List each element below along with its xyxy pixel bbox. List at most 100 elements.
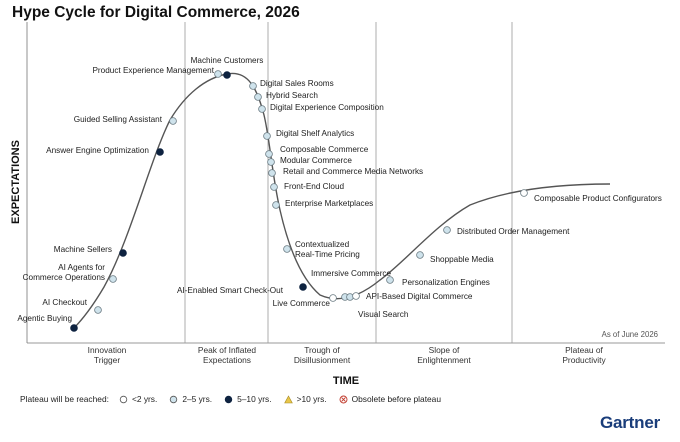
tech-product-experience-management[interactable]: Product Experience Management bbox=[92, 66, 222, 78]
tech-agentic-buying[interactable]: Agentic Buying bbox=[17, 314, 78, 332]
dark-circle-icon bbox=[224, 395, 233, 403]
tech-label: Front-End Cloud bbox=[284, 182, 345, 191]
legend-item-5-to-10: 5–10 yrs. bbox=[224, 394, 272, 404]
tech-label: Contextualized Real-Time Pricing bbox=[295, 240, 360, 259]
tech-label: Visual Search bbox=[358, 310, 409, 319]
tech-hybrid-search[interactable]: Hybrid Search bbox=[254, 91, 319, 101]
tech-enterprise-marketplaces[interactable]: Enterprise Marketplaces bbox=[272, 199, 374, 209]
tech-marker[interactable] bbox=[299, 283, 307, 291]
tech-digital-sales-rooms[interactable]: Digital Sales Rooms bbox=[249, 79, 334, 90]
tech-marker[interactable] bbox=[94, 306, 102, 314]
tech-label: AI Checkout bbox=[42, 298, 87, 307]
tech-ai-agents-for-commerce-operations[interactable]: AI Agents for Commerce Operations bbox=[23, 263, 117, 283]
tech-label: AI Agents for Commerce Operations bbox=[23, 263, 106, 282]
tech-label: Composable Product Configurators bbox=[534, 194, 662, 203]
light-circle-icon bbox=[170, 395, 178, 403]
tech-label: Enterprise Marketplaces bbox=[285, 199, 373, 208]
tech-marker[interactable] bbox=[443, 226, 451, 234]
legend-label: Obsolete before plateau bbox=[351, 394, 441, 404]
tech-label: Digital Experience Composition bbox=[270, 103, 384, 112]
tech-contextualized-real-time-pricing[interactable]: Contextualized Real-Time Pricing bbox=[283, 240, 361, 259]
tech-label: Modular Commerce bbox=[280, 156, 352, 165]
x-axis-title: TIME bbox=[333, 375, 359, 387]
tech-marker[interactable] bbox=[223, 71, 231, 79]
tech-marker[interactable] bbox=[386, 276, 394, 284]
tech-marker[interactable] bbox=[272, 201, 280, 209]
tech-label: Immersive Commerce bbox=[311, 269, 392, 278]
phase-label-trough-of-disillusionment: Trough of Disillusionment bbox=[294, 345, 351, 365]
tech-label: AI-Enabled Smart Check-Out bbox=[177, 286, 284, 295]
tech-ai-enabled-smart-check-out[interactable]: AI-Enabled Smart Check-Out bbox=[177, 283, 307, 295]
tech-answer-engine-optimization[interactable]: Answer Engine Optimization bbox=[46, 146, 164, 156]
legend-heading: Plateau will be reached: bbox=[20, 394, 109, 404]
tech-marker[interactable] bbox=[109, 275, 117, 283]
tech-digital-shelf-analytics[interactable]: Digital Shelf Analytics bbox=[263, 129, 355, 140]
tech-marker[interactable] bbox=[416, 251, 424, 259]
tech-marker[interactable] bbox=[254, 93, 262, 101]
tech-ai-checkout[interactable]: AI Checkout bbox=[42, 298, 102, 314]
legend-label: 2–5 yrs. bbox=[182, 394, 213, 404]
tech-label: Hybrid Search bbox=[266, 91, 318, 100]
tech-marker[interactable] bbox=[119, 249, 127, 257]
tech-digital-experience-composition[interactable]: Digital Experience Composition bbox=[258, 103, 385, 113]
tech-label: Digital Sales Rooms bbox=[260, 79, 334, 88]
tech-marker[interactable] bbox=[258, 105, 266, 113]
tech-marker[interactable] bbox=[169, 117, 177, 125]
tech-personalization-engines[interactable]: Personalization Engines bbox=[386, 276, 490, 287]
tech-label: Live Commerce bbox=[273, 299, 331, 308]
crossed-circle-icon bbox=[339, 395, 348, 403]
tech-composable-commerce[interactable]: Composable Commerce bbox=[265, 145, 369, 158]
tech-label: Answer Engine Optimization bbox=[46, 146, 149, 155]
page-title: Hype Cycle for Digital Commerce, 2026 bbox=[12, 4, 300, 21]
tech-marker[interactable] bbox=[156, 148, 164, 156]
tech-label: Digital Shelf Analytics bbox=[276, 129, 354, 138]
tech-marker[interactable] bbox=[265, 150, 273, 158]
tech-machine-sellers[interactable]: Machine Sellers bbox=[54, 245, 127, 257]
phase-labels: Innovation Trigger Peak of Inflated Expecta… bbox=[88, 345, 607, 365]
tech-modular-commerce[interactable]: Modular Commerce bbox=[267, 156, 353, 166]
gartner-logo: Gartner bbox=[599, 413, 660, 432]
tech-marker[interactable] bbox=[214, 70, 222, 78]
tech-guided-selling-assistant[interactable]: Guided Selling Assistant bbox=[74, 115, 177, 125]
tech-marker[interactable] bbox=[249, 82, 257, 90]
tech-shoppable-media[interactable]: Shoppable Media bbox=[416, 251, 495, 264]
phase-label-peak-of-inflated-expectations: Peak of Inflated Expectations bbox=[198, 345, 257, 365]
legend-item-2-to-5: 2–5 yrs. bbox=[169, 394, 212, 404]
legend-label: 5–10 yrs. bbox=[237, 394, 272, 404]
tech-marker[interactable] bbox=[352, 292, 360, 300]
tech-composable-product-configurators[interactable]: Composable Product Configurators bbox=[520, 189, 662, 203]
tech-marker[interactable] bbox=[329, 294, 337, 302]
tech-label: Composable Commerce bbox=[280, 145, 369, 154]
tech-marker[interactable] bbox=[520, 189, 528, 197]
legend: Plateau will be reached: <2 yrs. 2–5 yrs… bbox=[20, 392, 453, 406]
phase-label-slope-of-enlightenment: Slope of Enlightenment bbox=[417, 345, 471, 365]
legend-item-over-10: >10 yrs. bbox=[283, 394, 327, 404]
legend-label: <2 yrs. bbox=[131, 394, 158, 404]
tech-marker[interactable] bbox=[263, 132, 271, 140]
chart-frame bbox=[26, 22, 665, 344]
tech-marker[interactable] bbox=[268, 169, 276, 177]
tech-live-commerce[interactable]: Live Commerce bbox=[273, 294, 337, 308]
tech-api-based-digital-commerce[interactable]: API-Based Digital Commerce bbox=[352, 292, 473, 301]
tech-machine-customers[interactable]: Machine Customers bbox=[191, 56, 264, 79]
tech-marker[interactable] bbox=[70, 324, 78, 332]
tech-marker[interactable] bbox=[283, 245, 291, 253]
triangle-icon bbox=[283, 394, 293, 403]
tech-label: Guided Selling Assistant bbox=[74, 115, 163, 124]
tech-label: Shoppable Media bbox=[430, 255, 494, 264]
as-of-note: As of June 2026 bbox=[602, 330, 658, 339]
hollow-circle-icon bbox=[119, 395, 128, 403]
tech-distributed-order-management[interactable]: Distributed Order Management bbox=[443, 226, 571, 236]
tech-marker[interactable] bbox=[267, 158, 275, 166]
tech-label: Machine Customers bbox=[191, 56, 264, 65]
tech-front-end-cloud[interactable]: Front-End Cloud bbox=[270, 182, 345, 191]
tech-retail-and-commerce-media-networks[interactable]: Retail and Commerce Media Networks bbox=[268, 167, 424, 177]
tech-label: Personalization Engines bbox=[402, 278, 490, 287]
tech-marker[interactable] bbox=[270, 183, 278, 191]
phase-label-plateau-of-productivity: Plateau of Productivity bbox=[562, 345, 606, 365]
legend-item-obsolete: Obsolete before plateau bbox=[339, 394, 441, 404]
phase-label-innovation-trigger: Innovation Trigger bbox=[88, 345, 127, 365]
tech-label: Product Experience Management bbox=[92, 66, 214, 75]
tech-label: API-Based Digital Commerce bbox=[366, 292, 473, 301]
